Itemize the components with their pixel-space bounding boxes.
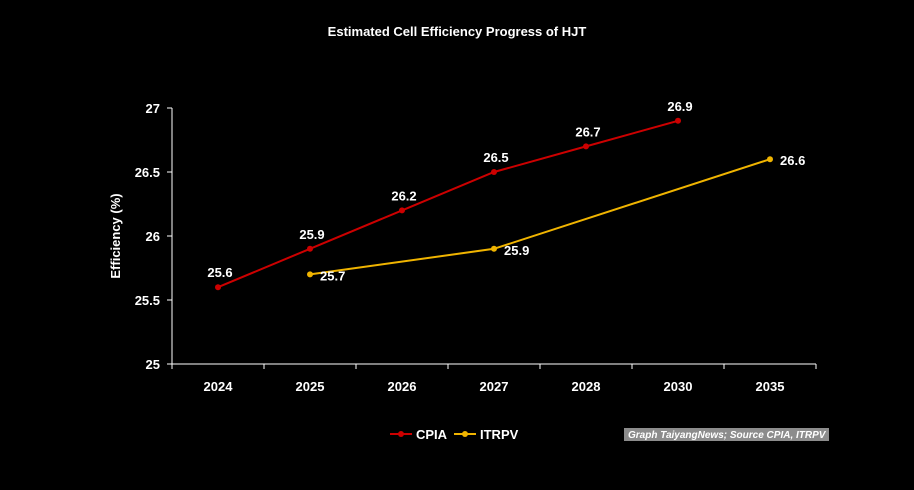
data-label-cpia: 26.9 [667,99,692,114]
legend-item-cpia: CPIA [390,427,448,442]
legend-label-cpia: CPIA [416,427,448,442]
x-tick-label: 2028 [572,379,601,394]
series-itrpv: 25.7 25.9 26.6 [307,153,805,283]
data-point-cpia [583,143,589,150]
y-tick-label: 26 [146,229,160,244]
x-tick-label: 2030 [664,379,693,394]
series-line-cpia [217,119,679,289]
data-label-itrpv: 25.7 [320,268,345,283]
y-tick-label: 25.5 [135,293,160,308]
x-tick-label: 2024 [204,379,234,394]
series-layer: 25.6 25.9 26.2 26.5 26.7 26.9 25.7 25.9 26.6 [207,99,805,291]
data-point-cpia [491,169,497,175]
chart-title: Estimated Cell Efficiency Progress of HJ… [328,24,587,39]
source-note-background [624,428,829,441]
data-label-cpia: 26.7 [575,124,600,139]
legend-label-itrpv: ITRPV [480,427,519,442]
source-note: Graph TaiyangNews; Source CPIA, ITRPV [624,428,829,441]
data-point-cpia [307,245,313,252]
data-point-itrpv [307,271,313,278]
data-label-cpia: 26.5 [483,150,508,165]
data-point-itrpv [767,156,773,163]
legend: CPIA ITRPV [390,427,519,442]
y-axis-label: Efficiency (%) [108,193,123,278]
y-tick-label: 27 [146,101,160,116]
data-point-cpia [215,284,221,291]
data-label-cpia: 26.2 [391,188,416,203]
series-cpia: 25.6 25.9 26.2 26.5 26.7 26.9 [207,99,693,291]
data-point-cpia [399,207,405,214]
x-tick-label: 2025 [296,379,325,394]
x-tick-label: 2035 [756,379,785,394]
data-label-cpia: 25.9 [299,227,324,242]
x-tick-label: 2026 [388,379,417,394]
x-tick-label: 2027 [480,379,509,394]
legend-marker-cpia [398,431,404,437]
y-tick-label: 26.5 [135,165,160,180]
data-label-cpia: 25.6 [207,265,232,280]
y-tick-label: 25 [146,357,160,372]
data-point-cpia [675,117,681,124]
data-point-itrpv [491,245,497,252]
legend-marker-itrpv [462,431,468,437]
data-label-itrpv: 26.6 [780,153,805,168]
series-line-itrpv [309,158,771,276]
data-label-itrpv: 25.9 [504,243,529,258]
legend-item-itrpv: ITRPV [454,427,519,442]
axes: 25 25.5 26 26.5 27 2024 2025 2026 2027 2028 2030 20… [135,101,817,394]
source-note-text: Graph TaiyangNews; Source CPIA, ITRPV [628,430,827,441]
